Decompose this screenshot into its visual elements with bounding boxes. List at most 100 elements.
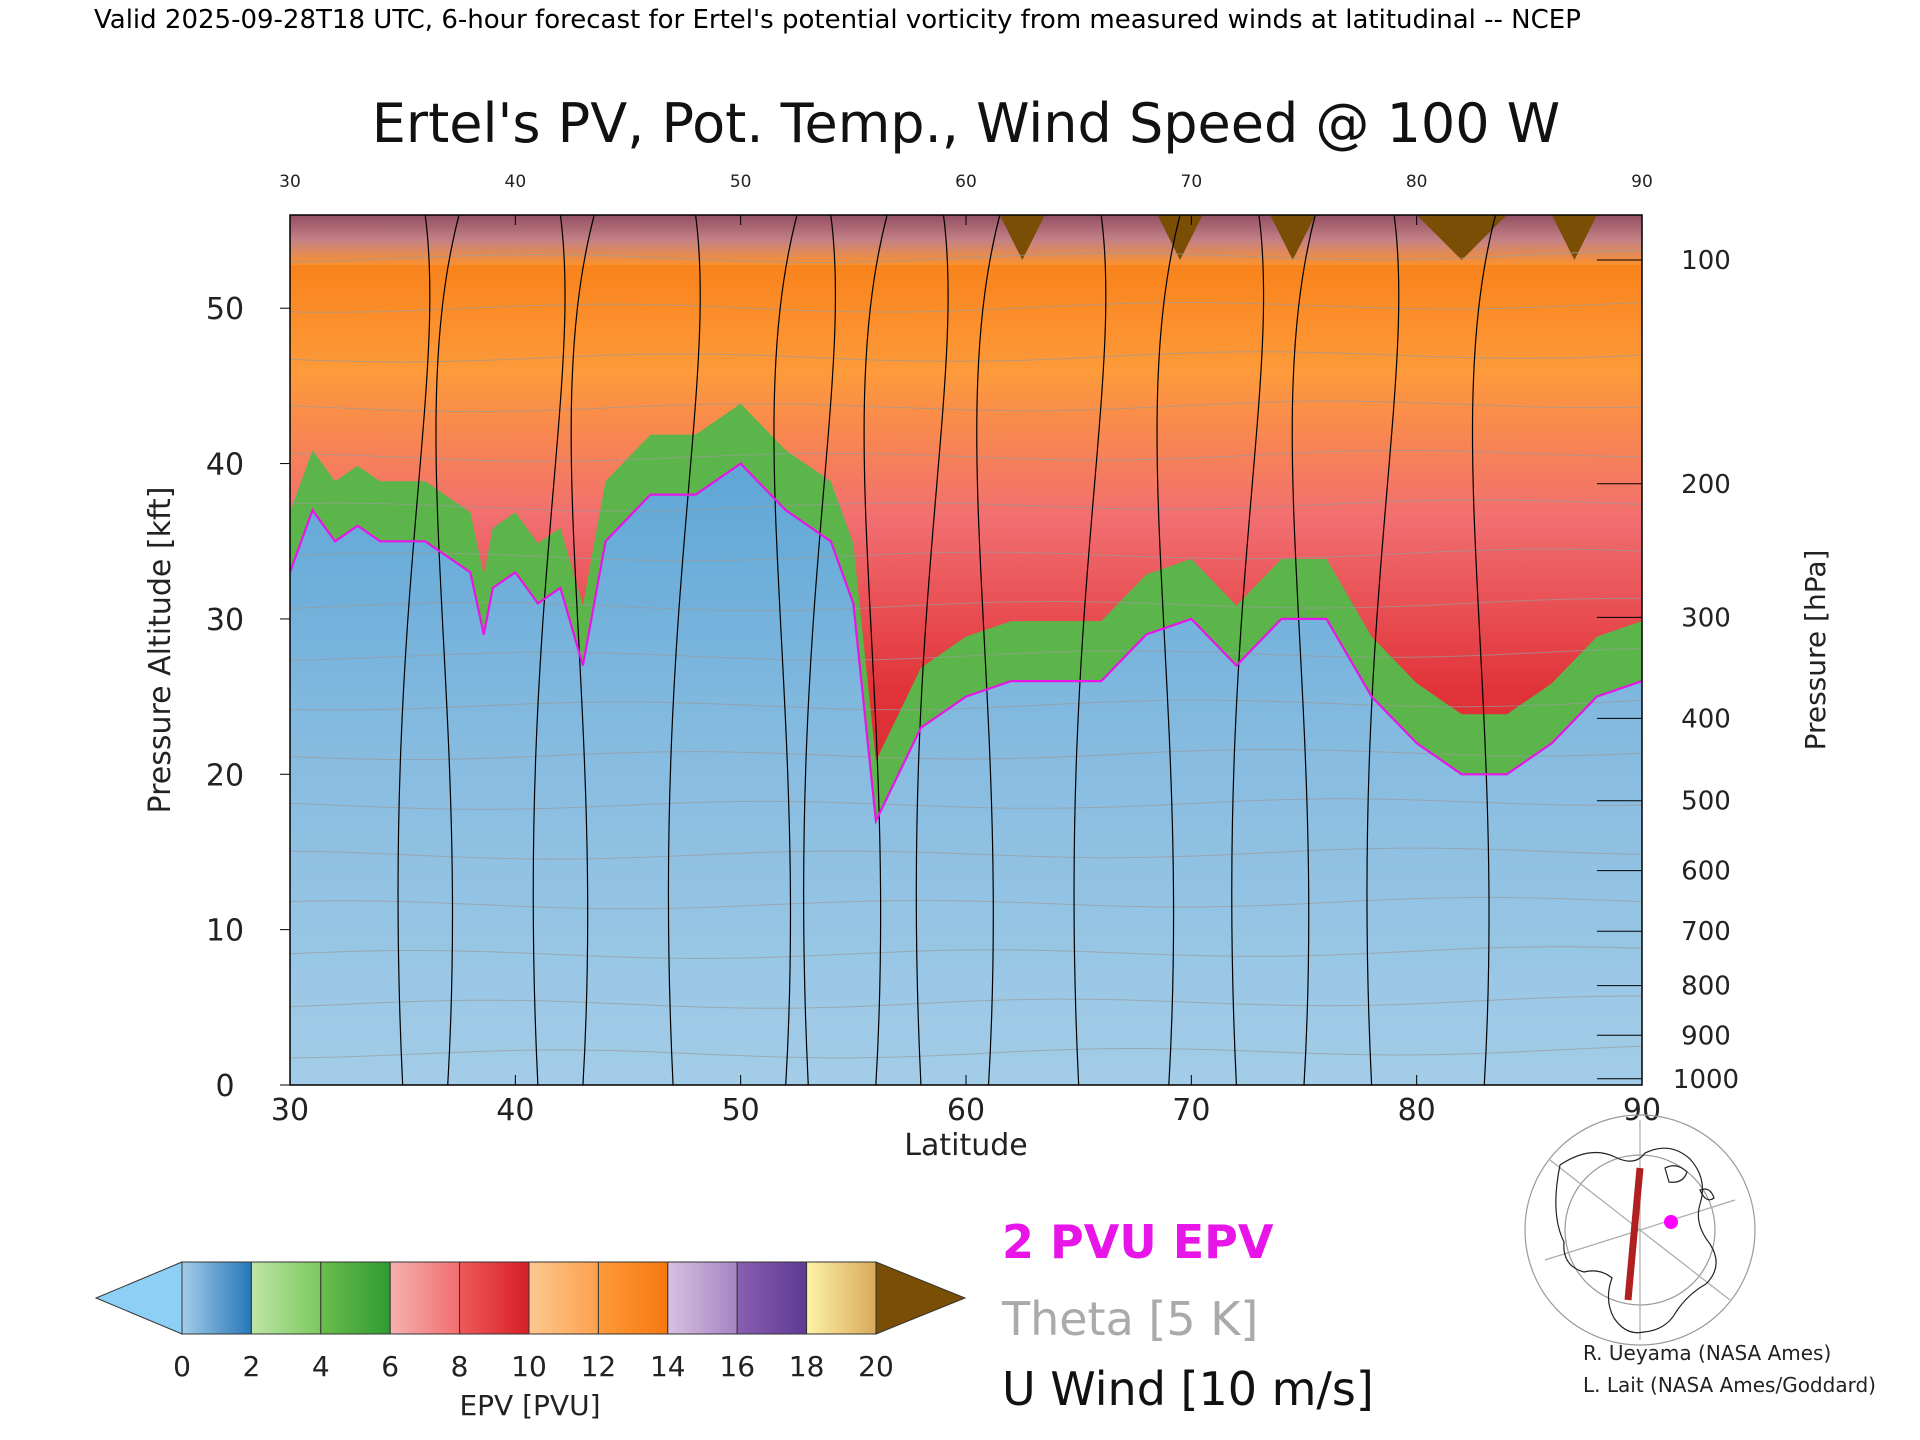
x-tick-label: 50 [722,1093,760,1128]
colorbar-tick-label: 8 [451,1350,469,1383]
x-tick-label: 40 [496,1093,534,1128]
theta-line [290,647,1642,661]
wind-contour [1231,215,1316,1085]
wind-contour [397,215,460,1085]
colorbar-tick-label: 12 [581,1350,617,1383]
plot-area [290,215,1642,1085]
pressure-tick-label: 200 [1681,470,1731,500]
legend-theta: Theta [5 K] [1001,1292,1258,1346]
legend-pv2: 2 PVU EPV [1002,1215,1274,1269]
colorbar-bin [736,1261,808,1335]
pressure-tick-label: 700 [1681,917,1731,947]
wind-contour [1073,215,1181,1085]
transect-line-icon [1624,1167,1644,1301]
above-max-patch-4 [1551,215,1597,260]
theta-line [290,597,1642,612]
legend-uwind: U Wind [10 m/s] [1002,1362,1374,1416]
chart-title: Ertel's PV, Pot. Temp., Wind Speed @ 100… [372,92,1560,155]
pressure-tick-label: 800 [1681,972,1731,1002]
x-tick-label: 80 [1398,1093,1436,1128]
pressure-tick-label: 100 [1681,246,1731,276]
wind-contour [1366,215,1497,1085]
colorbar-bin [389,1261,461,1335]
pressure-tick-label: 300 [1681,603,1731,633]
credit-line-1: R. Ueyama (NASA Ames) [1583,1341,1831,1365]
u-wind-contours [397,215,1497,1085]
colorbar-bin [320,1261,391,1335]
y-tick-label: 30 [206,603,244,638]
y-tick-label: 20 [206,758,244,793]
theta-contours [290,250,1642,1059]
colorbar-tick-label: 14 [650,1350,686,1383]
location-dot-icon [1664,1215,1678,1229]
above-max-patch-3 [1416,215,1507,260]
pv2-contour [290,462,1642,825]
theta-line [290,499,1642,512]
colorbar-tick-label: 18 [789,1350,825,1383]
colorbar-bin [597,1261,669,1335]
pressure-tick-label: 1000 [1673,1065,1739,1095]
theta-line [290,450,1642,462]
theta-line [290,351,1642,363]
theta-line [290,699,1642,711]
theta-line [290,749,1642,761]
wind-contour [915,215,1001,1085]
wind-contour [532,215,595,1085]
colorbar-bin [528,1261,599,1335]
colorbar-bin [459,1261,530,1335]
green-transition-layer [290,403,1642,821]
map-inset [1524,1114,1756,1346]
colorbar-tick-label: 0 [173,1350,191,1383]
colorbar-tick-label: 4 [312,1350,330,1383]
colorbar-bin [806,1261,877,1335]
theta-line [290,896,1642,910]
x-tick-label: 60 [947,1093,985,1128]
colorbar-bin [181,1261,252,1335]
axes: 3030404050506060707080809090010203040501… [206,172,1739,1128]
theta-line [290,1045,1642,1059]
x-tick-label-top: 50 [730,172,752,192]
theta-line [290,946,1642,960]
colorbar-tick-label: 16 [719,1350,755,1383]
x-axis-label: Latitude [904,1128,1027,1163]
colorbar-tick-label: 10 [511,1350,547,1383]
credit-line-2: L. Lait (NASA Ames/Goddard) [1583,1373,1876,1397]
colorbar-tick-label: 20 [858,1350,894,1383]
colorbar-tick-label: 6 [381,1350,399,1383]
y-tick-label: 10 [206,914,244,949]
above-max-patch-1 [1157,215,1203,260]
x-tick-label-top: 90 [1631,172,1653,192]
x-tick-label-top: 60 [955,172,977,192]
theta-line [290,847,1642,860]
x-tick-label: 70 [1172,1093,1210,1128]
x-tick-label-top: 30 [279,172,301,192]
x-tick-label-top: 80 [1406,172,1428,192]
colorbar-min-arrow [94,1261,183,1335]
upper-stratosphere-patches [999,215,1597,260]
pressure-tick-label: 400 [1681,704,1731,734]
wind-contour [667,215,798,1085]
x-tick-label: 30 [271,1093,309,1128]
colorbar-bin [250,1261,322,1335]
wind-contour [803,215,888,1085]
colorbar-max-arrow [875,1261,967,1335]
y-axis-label: Pressure Altitude [kft] [143,487,178,814]
theta-line [290,301,1642,313]
above-max-patch-0 [999,215,1045,260]
colorbar-tick-label: 2 [242,1350,260,1383]
pressure-tick-label: 500 [1681,787,1731,817]
above-max-patch-2 [1270,215,1316,260]
pressure-tick-label: 900 [1681,1021,1731,1051]
y-tick-label: 0 [215,1069,234,1104]
theta-line [290,995,1642,1009]
theta-line [290,798,1642,810]
pressure-tick-label: 600 [1681,857,1731,887]
theta-line [290,400,1642,413]
colorbar-label: EPV [PVU] [459,1389,600,1422]
x-tick-label-top: 70 [1181,172,1203,192]
header-line: Valid 2025-09-28T18 UTC, 6-hour forecast… [94,5,1581,35]
theta-line [290,548,1642,562]
y2-axis-label: Pressure [hPa] [1799,550,1832,751]
x-tick-label-top: 40 [505,172,527,192]
